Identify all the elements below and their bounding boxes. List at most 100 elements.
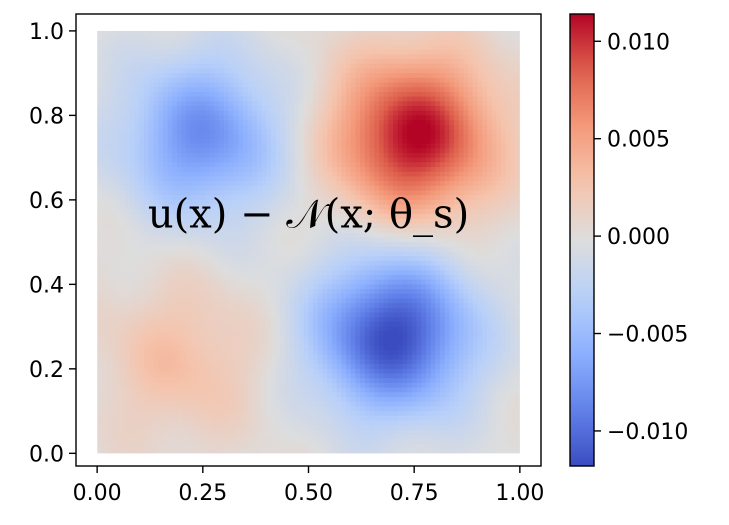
heatmap-cell (120, 350, 126, 356)
heatmap-cell (317, 138, 324, 145)
heatmap-cell (186, 87, 192, 93)
heatmap-cell (266, 321, 272, 328)
heatmap-cell (261, 303, 267, 309)
heatmap-cell (275, 293, 281, 300)
heatmap-cell (200, 204, 206, 210)
heatmap-cell (130, 129, 136, 135)
heatmap-cell (238, 157, 244, 163)
heatmap-cell (139, 425, 145, 431)
heatmap-cell (223, 340, 230, 346)
heatmap-cell (266, 73, 272, 79)
heatmap-cell (233, 190, 239, 196)
heatmap-cell (313, 289, 319, 295)
heatmap-cell (97, 110, 103, 116)
heatmap-cell (106, 110, 112, 116)
heatmap-cell (299, 176, 305, 182)
heatmap-cell (317, 171, 324, 177)
heatmap-cell (176, 368, 183, 375)
heatmap-cell (176, 199, 183, 206)
heatmap-cell (238, 364, 244, 370)
heatmap-cell (270, 195, 277, 201)
heatmap-cell (275, 106, 281, 112)
heatmap-cell (200, 293, 206, 300)
heatmap-cell (299, 270, 305, 276)
heatmap-cell (322, 420, 328, 426)
heatmap-cell (256, 368, 263, 375)
heatmap-cell (266, 448, 272, 454)
heatmap-cell (158, 134, 164, 140)
heatmap-cell (219, 265, 225, 271)
heatmap-cell (266, 209, 272, 215)
heatmap-cell (238, 54, 244, 60)
heatmap-cell (162, 382, 169, 389)
heatmap-cell (247, 204, 253, 210)
heatmap-cell (285, 354, 291, 361)
heatmap-cell (101, 167, 108, 173)
heatmap-cell (238, 303, 244, 309)
heatmap-cell (101, 392, 108, 398)
heatmap-cell (242, 134, 249, 140)
heatmap-cell (172, 368, 178, 375)
heatmap-cell (101, 96, 108, 102)
heatmap-cell (252, 63, 258, 70)
heatmap-cell (228, 317, 234, 323)
heatmap-cell (252, 49, 258, 55)
heatmap-cell (205, 256, 211, 262)
heatmap-cell (266, 274, 272, 281)
heatmap-cell (97, 232, 103, 239)
heatmap-cell (186, 406, 192, 412)
heatmap-cell (233, 378, 239, 384)
heatmap-cell (214, 49, 220, 55)
heatmap-cell (97, 35, 103, 41)
heatmap-cell (111, 345, 117, 351)
heatmap-cell (115, 190, 122, 196)
heatmap-cell (266, 120, 272, 126)
heatmap-cell (130, 425, 136, 431)
heatmap-cell (289, 213, 296, 220)
heatmap-cell (350, 401, 357, 407)
heatmap-cell (285, 270, 291, 276)
heatmap-cell (256, 293, 263, 300)
heatmap-cell (331, 195, 338, 201)
heatmap-cell (313, 162, 319, 168)
heatmap-cell (331, 63, 338, 70)
heatmap-cell (172, 279, 178, 285)
heatmap-cell (158, 242, 164, 248)
heatmap-cell (191, 232, 197, 239)
heatmap-cell (327, 190, 333, 196)
heatmap-cell (336, 298, 342, 304)
heatmap-cell (247, 378, 253, 384)
heatmap-cell (181, 265, 187, 271)
heatmap-cell (252, 411, 258, 417)
heatmap-cell (125, 279, 131, 285)
heatmap-cell (214, 68, 220, 74)
heatmap-cell (261, 143, 267, 149)
heatmap-cell (172, 77, 178, 84)
heatmap-cell (336, 181, 342, 187)
heatmap-cell (120, 298, 126, 304)
heatmap-cell (247, 143, 253, 149)
heatmap-cell (101, 443, 108, 450)
heatmap-cell (130, 59, 136, 65)
heatmap-cell (130, 340, 136, 346)
heatmap-cell (317, 63, 324, 70)
heatmap-cell (336, 148, 342, 154)
heatmap-cell (101, 321, 108, 328)
heatmap-cell (176, 223, 183, 229)
heatmap-cell (130, 171, 136, 177)
heatmap-cell (153, 143, 159, 149)
heatmap-cell (209, 59, 216, 65)
heatmap-cell (148, 284, 155, 290)
heatmap-cell (308, 195, 314, 201)
heatmap-cell (223, 387, 230, 393)
heatmap-cell (341, 321, 347, 328)
heatmap-cell (331, 190, 338, 196)
heatmap-cell (181, 77, 187, 84)
heatmap-cell (294, 35, 300, 41)
heatmap-cell (158, 378, 164, 384)
heatmap-cell (252, 429, 258, 436)
heatmap-cell (266, 40, 272, 46)
heatmap-cell (317, 96, 324, 102)
heatmap-cell (238, 256, 244, 262)
heatmap-cell (186, 138, 192, 145)
